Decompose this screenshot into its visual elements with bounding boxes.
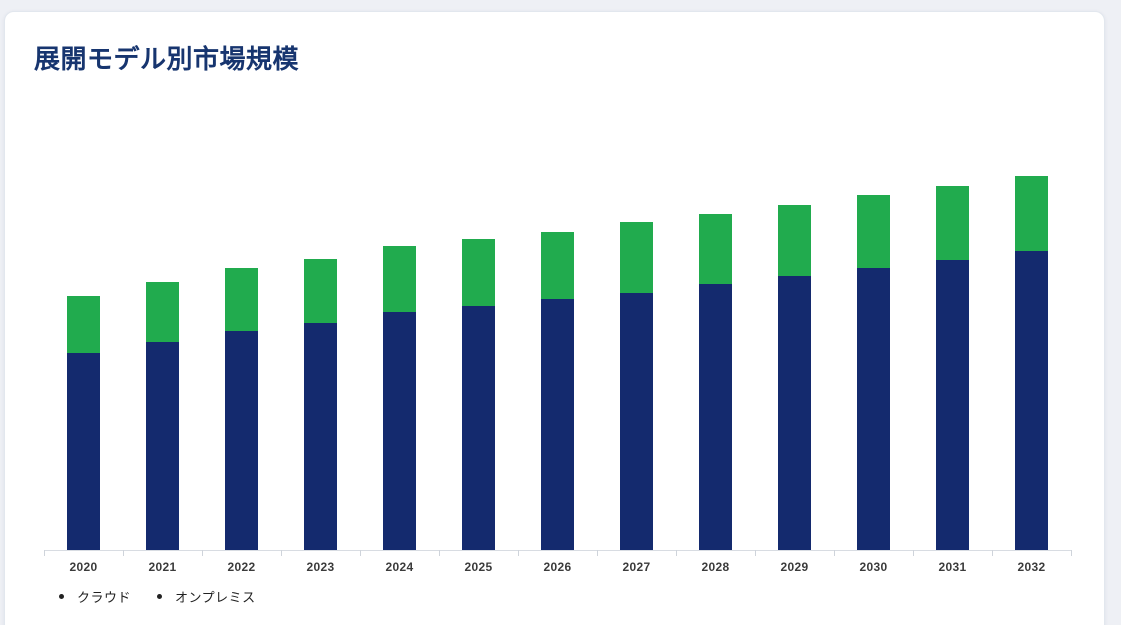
legend-bullet-icon (157, 593, 163, 599)
bar-segment-2026-オンプレミス[interactable] (541, 232, 574, 299)
bar-2028[interactable] (699, 214, 732, 550)
x-tick (202, 550, 203, 556)
bar-segment-2024-クラウド[interactable] (383, 312, 416, 550)
bar-2022[interactable] (225, 268, 258, 550)
bar-segment-2024-オンプレミス[interactable] (383, 246, 416, 312)
x-tick (676, 550, 677, 556)
legend-label: オンプレミス (175, 589, 256, 605)
bar-segment-2021-オンプレミス[interactable] (146, 282, 179, 342)
x-label-2021: 2021 (148, 560, 177, 574)
bar-cell-2022 (202, 150, 281, 550)
x-label-2032: 2032 (1017, 560, 1046, 574)
bar-2023[interactable] (304, 259, 337, 550)
x-tick (439, 550, 440, 556)
bar-segment-2030-クラウド[interactable] (857, 268, 890, 550)
bar-2032[interactable] (1015, 176, 1048, 550)
bar-segment-2025-クラウド[interactable] (462, 306, 495, 550)
bar-segment-2022-クラウド[interactable] (225, 331, 258, 550)
x-label-2028: 2028 (701, 560, 730, 574)
x-tick (755, 550, 756, 556)
plot-area (44, 150, 1071, 550)
x-axis-line (44, 550, 1072, 551)
chart-card: 展開モデル別市場規模 2020 2021 2022 2023 2024 2025 2026 2… (4, 11, 1105, 625)
bar-segment-2022-オンプレミス[interactable] (225, 268, 258, 331)
x-tick (913, 550, 914, 556)
bar-2021[interactable] (146, 282, 179, 550)
bar-segment-2031-クラウド[interactable] (936, 260, 969, 550)
bar-cell-2024 (360, 150, 439, 550)
x-tick (992, 550, 993, 556)
x-tick (123, 550, 124, 556)
bar-cell-2021 (123, 150, 202, 550)
bar-cell-2020 (44, 150, 123, 550)
bar-cell-2030 (834, 150, 913, 550)
bar-2020[interactable] (67, 296, 100, 550)
bar-segment-2023-クラウド[interactable] (304, 323, 337, 550)
x-label-2023: 2023 (306, 560, 335, 574)
bar-2031[interactable] (936, 186, 969, 550)
x-label-2024: 2024 (385, 560, 414, 574)
legend-bullet-icon (59, 593, 64, 599)
bar-segment-2031-オンプレミス[interactable] (936, 186, 969, 260)
bar-cell-2027 (597, 150, 676, 550)
bar-segment-2027-クラウド[interactable] (620, 293, 653, 550)
bar-segment-2025-オンプレミス[interactable] (462, 239, 495, 306)
x-label-2030: 2030 (859, 560, 888, 574)
x-axis-ticks (44, 550, 1072, 556)
bar-segment-2020-オンプレミス[interactable] (67, 296, 100, 353)
x-label-2020: 2020 (69, 560, 98, 574)
bar-segment-2026-クラウド[interactable] (541, 299, 574, 550)
bar-cell-2031 (913, 150, 992, 550)
bar-segment-2020-クラウド[interactable] (67, 353, 100, 550)
x-tick (360, 550, 361, 556)
bar-cell-2028 (676, 150, 755, 550)
chart-title: 展開モデル別市場規模 (34, 44, 300, 74)
x-label-2026: 2026 (543, 560, 572, 574)
bar-2024[interactable] (383, 246, 416, 550)
x-tick (281, 550, 282, 556)
bar-2025[interactable] (462, 239, 495, 550)
bar-segment-2021-クラウド[interactable] (146, 342, 179, 550)
x-axis-labels: 2020 2021 2022 2023 2024 2025 2026 2027 2028 2029… (44, 560, 1071, 574)
bar-cell-2032 (992, 150, 1071, 550)
bar-segment-2030-オンプレミス[interactable] (857, 195, 890, 268)
bar-2026[interactable] (541, 232, 574, 550)
x-label-2029: 2029 (780, 560, 809, 574)
x-label-2025: 2025 (464, 560, 493, 574)
x-label-2031: 2031 (938, 560, 967, 574)
bar-segment-2028-オンプレミス[interactable] (699, 214, 732, 284)
bar-segment-2027-オンプレミス[interactable] (620, 222, 653, 293)
chart-legend: クラウド オンプレミス (59, 586, 256, 606)
legend-item-クラウド[interactable]: クラウド (59, 587, 131, 606)
x-label-2022: 2022 (227, 560, 256, 574)
bar-segment-2028-クラウド[interactable] (699, 284, 732, 550)
bar-cell-2023 (281, 150, 360, 550)
bar-segment-2029-クラウド[interactable] (778, 276, 811, 550)
bar-cell-2029 (755, 150, 834, 550)
bar-cell-2025 (439, 150, 518, 550)
x-tick (1071, 550, 1072, 556)
bar-2027[interactable] (620, 222, 653, 550)
bar-segment-2032-オンプレミス[interactable] (1015, 176, 1048, 251)
legend-item-オンプレミス[interactable]: オンプレミス (157, 587, 256, 606)
x-tick (597, 550, 598, 556)
x-tick (44, 550, 45, 556)
x-tick (834, 550, 835, 556)
bar-2030[interactable] (857, 195, 890, 550)
x-label-2027: 2027 (622, 560, 651, 574)
x-tick (518, 550, 519, 556)
bar-segment-2032-クラウド[interactable] (1015, 251, 1048, 550)
bar-segment-2023-オンプレミス[interactable] (304, 259, 337, 323)
bar-cell-2026 (518, 150, 597, 550)
legend-label: クラウド (77, 589, 132, 605)
bar-segment-2029-オンプレミス[interactable] (778, 205, 811, 276)
bar-2029[interactable] (778, 205, 811, 550)
